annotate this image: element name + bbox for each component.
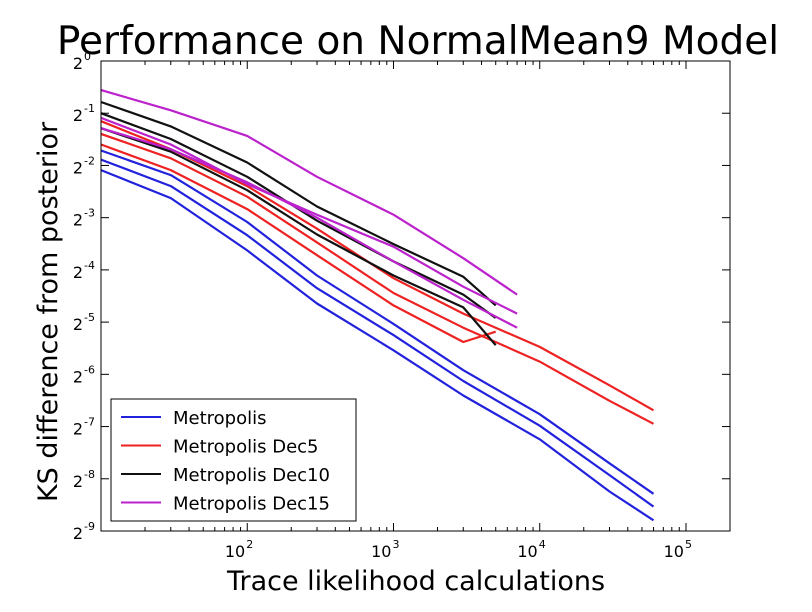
y-tick-exp-2: -2 xyxy=(84,154,95,167)
x-tick-label-3: 10 xyxy=(664,542,684,561)
x-tick-exp-2: 4 xyxy=(539,538,546,551)
y-axis-label: KS difference from posterior xyxy=(33,121,64,502)
y-tick-label-4: 2 xyxy=(73,263,83,282)
y-tick-label-7: 2 xyxy=(73,420,83,439)
series-line-8 xyxy=(100,112,497,319)
legend: Metropolis Metropolis Dec5 Metropolis Dec1… xyxy=(110,398,357,522)
y-tick-exp-6: -6 xyxy=(84,363,95,376)
series-line-11 xyxy=(100,116,518,315)
series-line-10 xyxy=(100,89,518,296)
y-tick-exp-1: -1 xyxy=(84,102,95,115)
series-line-7 xyxy=(100,100,497,307)
x-tick-label-0: 10 xyxy=(225,542,245,561)
y-tick-exp-8: -8 xyxy=(84,468,95,481)
series-line-5 xyxy=(100,132,655,425)
legend-box xyxy=(110,398,357,522)
y-tick-label-8: 2 xyxy=(73,472,83,491)
y-tick-label-2: 2 xyxy=(73,158,83,177)
y-tick-label-1: 2 xyxy=(73,106,83,125)
y-tick-label-6: 2 xyxy=(73,367,83,386)
legend-label-2: Metropolis Dec5 xyxy=(173,437,319,458)
y-tick-exp-4: -4 xyxy=(84,259,95,272)
legend-label-4: Metropolis Dec15 xyxy=(173,494,330,515)
y-tick-label-5: 2 xyxy=(73,315,83,334)
x-tick-exp-0: 2 xyxy=(246,538,253,551)
y-tick-label-0: 2 xyxy=(73,54,83,73)
x-tick-exp-3: 5 xyxy=(685,538,692,551)
y-tick-exp-7: -7 xyxy=(84,416,95,429)
series-line-6 xyxy=(100,143,497,344)
tick-layer: 10 2 10 3 10 4 10 52 02 -12 -22 -32 -42 -52 -62 -72 -82-… xyxy=(73,50,731,561)
series-layer xyxy=(100,89,655,522)
x-tick-label-2: 10 xyxy=(517,542,537,561)
y-tick-label-9: 2 xyxy=(73,524,83,543)
y-tick-exp-5: -5 xyxy=(84,311,95,324)
y-tick-exp-0: 0 xyxy=(84,50,91,63)
plot-frame xyxy=(100,60,731,532)
series-line-1 xyxy=(100,149,655,495)
x-axis-label: Trace likelihood calculations xyxy=(226,566,605,597)
series-line-2 xyxy=(100,158,655,508)
series-line-9 xyxy=(100,127,497,346)
x-tick-label-1: 10 xyxy=(371,542,391,561)
series-line-12 xyxy=(100,127,518,329)
y-tick-exp-3: -3 xyxy=(84,207,95,220)
series-line-3 xyxy=(100,169,655,522)
legend-label-3: Metropolis Dec10 xyxy=(173,465,330,486)
chart-title: Performance on NormalMean9 Model xyxy=(57,19,779,64)
series-line-4 xyxy=(100,120,655,412)
x-tick-exp-1: 3 xyxy=(392,538,399,551)
y-tick-label-3: 2 xyxy=(73,211,83,230)
y-tick-exp-9: -9 xyxy=(84,520,95,533)
legend-label-1: Metropolis xyxy=(173,408,267,429)
